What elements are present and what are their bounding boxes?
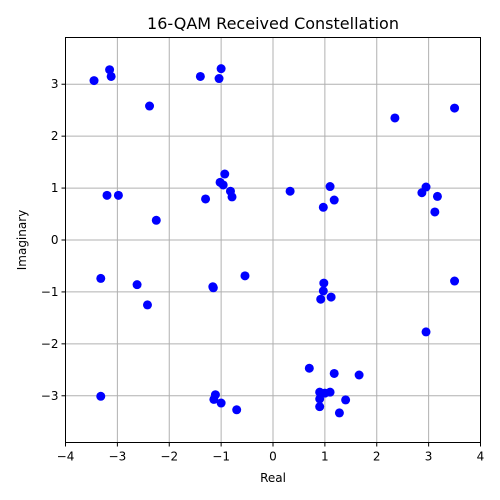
data-point [216, 398, 226, 408]
data-point [334, 408, 344, 418]
x-tick-label: −4 [57, 450, 75, 464]
data-point [209, 394, 219, 404]
data-point [329, 195, 339, 205]
data-point [96, 391, 106, 401]
data-point [113, 190, 123, 200]
data-point [195, 71, 205, 81]
y-tick-label: −1 [41, 285, 59, 299]
data-points [89, 64, 460, 418]
data-point [421, 182, 431, 192]
x-tick-label: 3 [425, 450, 433, 464]
data-point [341, 395, 351, 405]
y-tick-label: 1 [51, 181, 59, 195]
y-axis-ticks: −3 −2 −1 0 1 2 3 [41, 77, 66, 403]
y-tick-label: 2 [51, 129, 59, 143]
x-tick-label: 4 [477, 450, 485, 464]
data-point [319, 278, 329, 288]
y-tick-label: −3 [41, 389, 59, 403]
data-point [430, 207, 440, 217]
data-point [240, 271, 250, 281]
data-point [316, 294, 326, 304]
data-point [106, 71, 116, 81]
data-point [326, 292, 336, 302]
data-point [216, 64, 226, 74]
x-axis-ticks: −4 −3 −2 −1 0 1 2 3 4 [57, 442, 485, 464]
data-point [232, 405, 242, 415]
data-point [132, 280, 142, 290]
x-tick-label: −1 [212, 450, 230, 464]
x-tick-label: 0 [269, 450, 277, 464]
data-point [220, 169, 230, 179]
data-point [354, 370, 364, 380]
x-axis-label: Real [260, 471, 286, 485]
data-point [325, 387, 335, 397]
x-tick-label: 1 [321, 450, 329, 464]
data-point [285, 186, 295, 196]
data-point [201, 194, 211, 204]
data-point [329, 368, 339, 378]
data-point [315, 402, 325, 412]
data-point [142, 300, 152, 310]
data-point [450, 276, 460, 286]
data-point [318, 286, 328, 296]
data-point [218, 180, 228, 190]
y-axis-label: Imaginary [15, 210, 29, 271]
data-point [227, 192, 237, 202]
data-point [325, 182, 335, 192]
x-tick-label: 2 [373, 450, 381, 464]
data-point [102, 190, 112, 200]
data-point [390, 113, 400, 123]
grid-lines [65, 37, 481, 443]
data-point [105, 65, 115, 75]
data-point [432, 191, 442, 201]
y-tick-label: −2 [41, 337, 59, 351]
data-point [214, 74, 224, 84]
data-point [304, 363, 314, 373]
data-point [89, 76, 99, 86]
data-point [421, 327, 431, 337]
chart-title: 16-QAM Received Constellation [147, 14, 399, 33]
x-tick-label: −3 [109, 450, 127, 464]
data-point [318, 202, 328, 212]
y-tick-label: 3 [51, 77, 59, 91]
data-point [450, 103, 460, 113]
y-tick-label: 0 [51, 233, 59, 247]
data-point [151, 215, 161, 225]
data-point [315, 394, 325, 404]
data-point [208, 283, 218, 293]
data-point [145, 101, 155, 111]
x-tick-label: −2 [160, 450, 178, 464]
data-point [96, 273, 106, 283]
